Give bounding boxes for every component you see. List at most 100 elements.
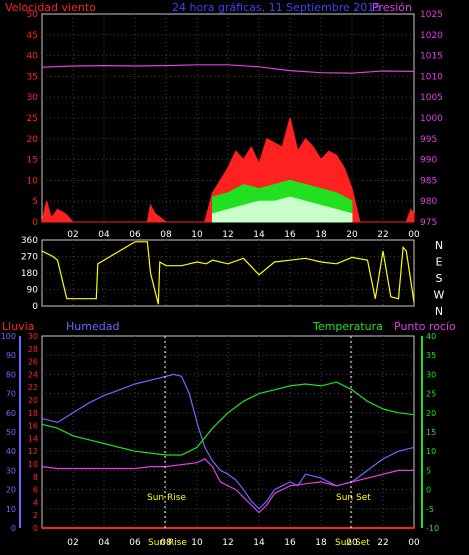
temp-y-tick: 10 [426, 447, 436, 456]
compass-label: W [434, 289, 445, 302]
temp-y-tick: -5 [426, 505, 434, 514]
humedad-y-tick: 0 [11, 524, 16, 533]
wind-fill-layer [41, 117, 415, 223]
lluvia-y-tick: 12 [28, 447, 38, 456]
temp-x-tick: 20 [346, 538, 358, 548]
temp-x-tick: 06 [129, 538, 141, 548]
wind-y-tick: 25 [27, 114, 38, 124]
temp-y-tick: 0 [426, 486, 431, 495]
lluvia-y-tick: 18 [28, 409, 38, 418]
lluvia-y-tick: 24 [28, 370, 38, 379]
lluvia-y-tick: 8 [33, 473, 38, 482]
wind-direction-line [41, 241, 415, 305]
direction-y-tick: 180 [21, 269, 38, 279]
top-center-title: 24 hora gráficas, 11 Septiembre 2015 [172, 1, 381, 14]
wind-x-tick: 08 [160, 230, 172, 240]
wind-y-tick: 35 [27, 72, 38, 82]
humedad-y-tick: 60 [6, 409, 16, 418]
lluvia-title: Lluvia [2, 320, 34, 333]
lluvia-y-tick: 20 [28, 396, 38, 405]
temp-x-tick: 02 [67, 538, 78, 548]
direction-y-tick: 0 [32, 302, 38, 312]
pressure-y-tick: 990 [420, 156, 437, 166]
humedad-y-tick: 30 [6, 466, 16, 475]
temp-y-tick: 30 [426, 370, 436, 379]
wind-x-tick: 10 [191, 230, 203, 240]
temp-y-tick: 25 [426, 390, 436, 399]
grid-layer [19, 14, 423, 528]
temp-y-tick: 5 [426, 466, 431, 475]
temperatura-line [41, 381, 415, 456]
wind-y-tick: 40 [27, 52, 39, 62]
temp-x-tick: 04 [98, 538, 110, 548]
top-right-title: Presión [372, 1, 412, 14]
temp-x-tick: 22 [377, 538, 388, 548]
wind-y-tick: 30 [27, 93, 39, 103]
pressure-y-tick: 1010 [420, 72, 443, 82]
sunset-time: Sun Set [335, 538, 370, 548]
temp-x-tick: 00 [408, 538, 420, 548]
compass-label: S [436, 272, 443, 285]
humedad-title: Humedad [66, 320, 119, 333]
wind-y-tick: 0 [32, 218, 38, 228]
wind-x-tick: 20 [346, 230, 358, 240]
humedad-y-tick: 80 [6, 370, 16, 379]
wind-x-tick: 22 [377, 230, 388, 240]
lluvia-y-tick: 16 [28, 422, 38, 431]
compass-label: N [435, 305, 443, 318]
wind-y-tick: 10 [27, 176, 39, 186]
wind-y-tick: 45 [27, 31, 38, 41]
humedad-y-tick: 10 [6, 505, 16, 514]
tick-label-layer: 0510152025303540455097598098599099510001… [1, 10, 445, 548]
sunrise-time: Sun Rise [148, 538, 187, 548]
sunrise-label: Sun Rise [147, 493, 186, 503]
humedad-y-tick: 90 [6, 351, 16, 360]
humedad-y-tick: 40 [6, 447, 16, 456]
direction-y-tick: 270 [21, 253, 38, 263]
wind-y-tick: 50 [27, 10, 39, 20]
temp-x-tick: 18 [315, 538, 327, 548]
temp-x-tick: 10 [191, 538, 203, 548]
pressure-y-tick: 985 [420, 176, 437, 186]
top-left-title: Velocidad viento [5, 1, 96, 14]
wind-min-area [212, 196, 353, 223]
temp-y-tick: 20 [426, 409, 436, 418]
temp-y-tick: 15 [426, 428, 436, 437]
wind-x-tick: 14 [253, 230, 265, 240]
humedad-y-tick: 50 [6, 428, 16, 437]
lluvia-y-tick: 22 [28, 383, 38, 392]
wind-x-tick: 16 [284, 230, 296, 240]
wind-x-tick: 02 [67, 230, 78, 240]
wind-x-tick: 04 [98, 230, 110, 240]
pressure-y-tick: 1020 [420, 31, 443, 41]
temp-x-tick: 16 [284, 538, 296, 548]
punto-rocio-line [41, 458, 414, 514]
temperatura-title: Temperatura [312, 320, 383, 333]
pressure-y-tick: 980 [420, 197, 437, 207]
temp-x-tick: 08 [160, 538, 172, 548]
wind-x-tick: 06 [129, 230, 141, 240]
temp-x-tick: 12 [222, 538, 233, 548]
direction-y-tick: 360 [21, 236, 38, 246]
wind-gust-line [41, 117, 415, 223]
lluvia-y-tick: 30 [28, 332, 38, 341]
wind-x-tick: 18 [315, 230, 327, 240]
pressure-y-tick: 995 [420, 135, 437, 145]
lluvia-y-tick: 6 [33, 486, 38, 495]
wind-y-tick: 15 [27, 156, 38, 166]
lluvia-y-tick: 26 [28, 358, 38, 367]
wind-mean-line [212, 179, 353, 202]
pressure-y-tick: 1000 [420, 114, 443, 124]
temp-y-tick: 40 [426, 332, 436, 341]
compass-label: E [436, 256, 443, 269]
lluvia-y-tick: 2 [33, 511, 38, 520]
humedad-y-tick: 100 [1, 332, 16, 341]
wind-x-tick: 00 [408, 230, 420, 240]
pressure-line [41, 64, 415, 74]
lluvia-y-tick: 10 [28, 460, 38, 469]
pressure-y-tick: 1005 [420, 93, 443, 103]
humedad-line [41, 373, 415, 510]
lluvia-y-tick: 0 [33, 524, 38, 533]
